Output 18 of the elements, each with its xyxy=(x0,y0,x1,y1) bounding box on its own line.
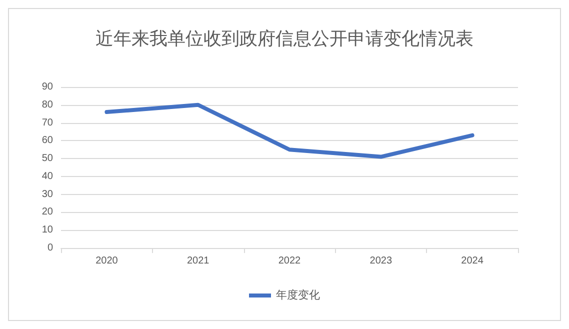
y-tick-label: 20 xyxy=(42,206,54,218)
y-tick-label: 70 xyxy=(42,117,54,128)
y-tick-label: 50 xyxy=(42,153,54,164)
line-series xyxy=(104,102,474,159)
y-tick-label: 90 xyxy=(42,82,54,92)
x-tick-label: 2021 xyxy=(186,256,210,266)
x-tick-label: 2024 xyxy=(461,256,484,266)
y-tick-label: 60 xyxy=(42,135,54,146)
x-tick-label: 2020 xyxy=(96,256,118,266)
y-tick-label: 80 xyxy=(42,99,54,110)
x-tick-label: 2023 xyxy=(370,256,392,266)
x-tick-label: 2022 xyxy=(278,256,302,266)
legend-label: 年度变化 xyxy=(276,288,320,302)
y-tick-label: 0 xyxy=(47,242,54,254)
y-tick-label: 10 xyxy=(42,224,54,236)
y-tick-label: 30 xyxy=(42,188,54,200)
chart-title: 近年来我单位收到政府信息公开申请变化情况表 xyxy=(96,28,474,50)
y-tick-label: 40 xyxy=(42,170,54,182)
